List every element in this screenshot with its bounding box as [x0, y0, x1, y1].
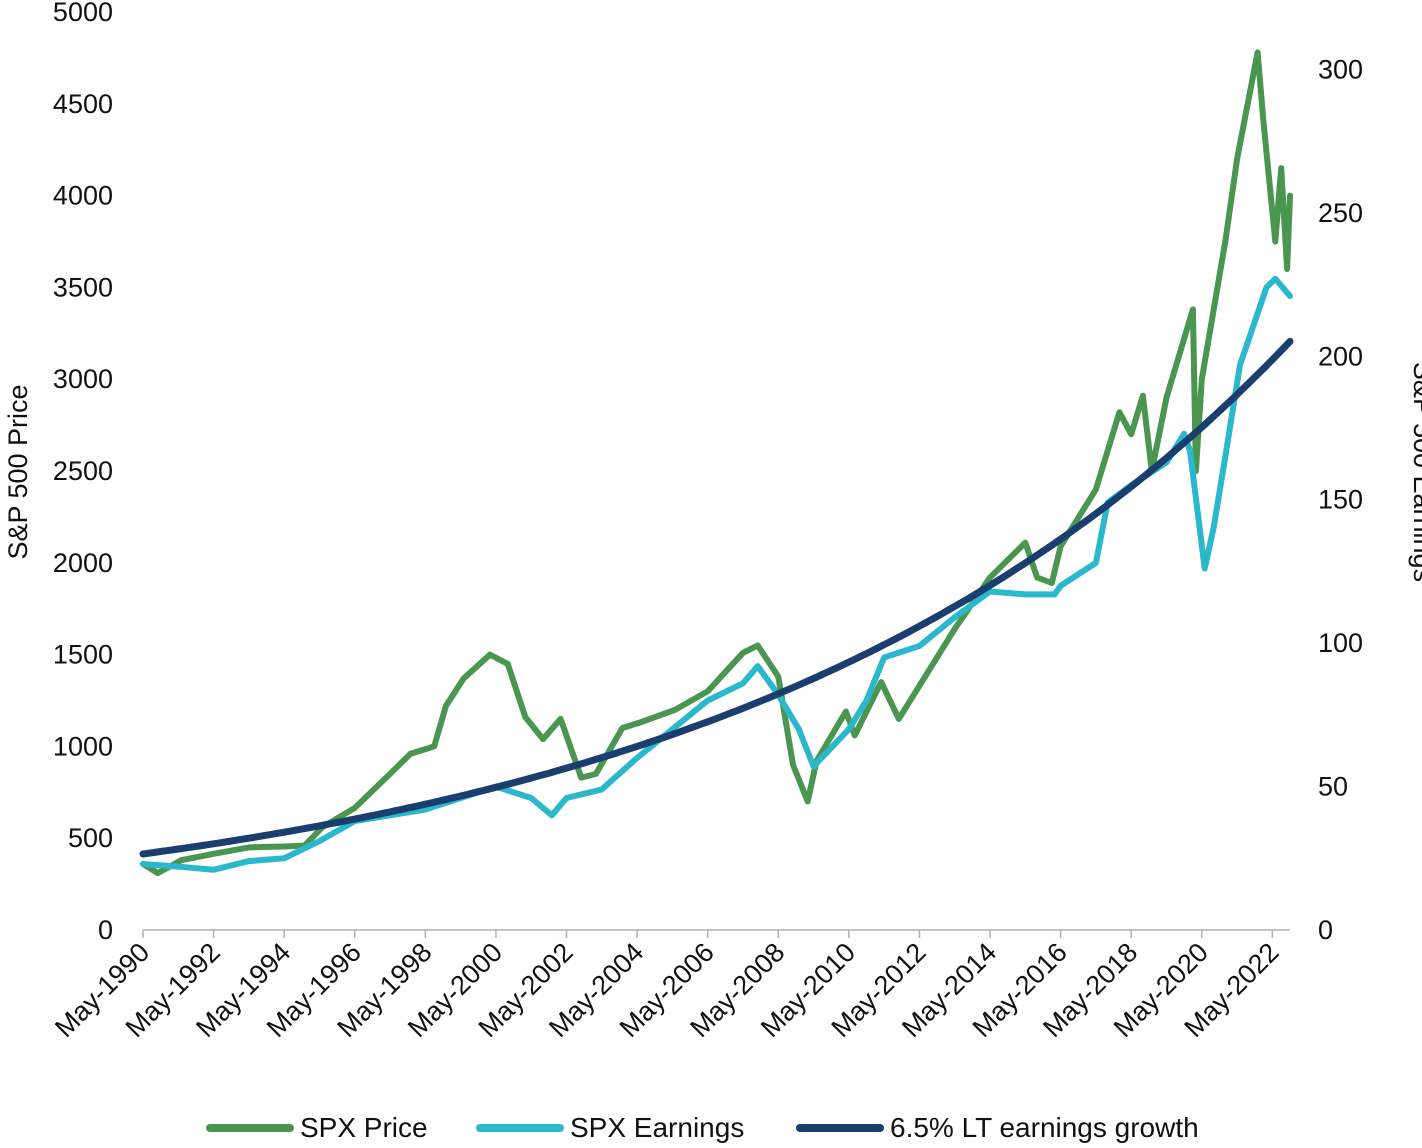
y-left-tick-label: 0 — [98, 915, 113, 945]
y-left-tick-label: 4000 — [53, 181, 113, 211]
y-right-tick-label: 0 — [1318, 915, 1333, 945]
y-right-tick-label: 150 — [1318, 485, 1363, 515]
y-left-tick-label: 2000 — [53, 548, 113, 578]
y-left-tick-label: 4500 — [53, 89, 113, 119]
y-left-tick-label: 1500 — [53, 640, 113, 670]
y-right-tick-label: 50 — [1318, 772, 1348, 802]
legend-label-spx-price: SPX Price — [300, 1112, 428, 1143]
y-left-tick-label: 3000 — [53, 364, 113, 394]
legend-item-spx-price: SPX Price — [206, 1108, 428, 1148]
y-left-tick-label: 2500 — [53, 456, 113, 486]
series-line-spx-price — [140, 49, 1293, 877]
series-lines — [139, 49, 1294, 877]
y-axis-left-title: S&P 500 Price — [3, 384, 33, 559]
y-right-tick-label: 200 — [1318, 341, 1363, 371]
legend-item-lt-growth: 6.5% LT earnings growth — [796, 1108, 1199, 1148]
y-left-tick-label: 5000 — [53, 0, 113, 27]
series-line-spx-earnings — [140, 275, 1293, 873]
axes: 0500100015002000250030003500400045005000… — [49, 0, 1363, 1043]
y-axis-right-title: S&P 500 Earnings — [1408, 362, 1422, 582]
y-left-tick-label: 500 — [68, 823, 113, 853]
legend-swatch-lt-growth — [796, 1124, 884, 1132]
legend-label-lt-growth: 6.5% LT earnings growth — [890, 1112, 1199, 1143]
y-right-tick-label: 250 — [1318, 198, 1363, 228]
legend-swatch-spx-price — [206, 1124, 294, 1132]
legend-item-spx-earnings: SPX Earnings — [476, 1108, 744, 1148]
y-left-tick-label: 3500 — [53, 272, 113, 302]
legend: SPX Price SPX Earnings 6.5% LT earnings … — [0, 1108, 1422, 1148]
y-left-tick-label: 1000 — [53, 731, 113, 761]
series-line-6-5-lt-earnings-growth — [139, 337, 1294, 858]
y-right-tick-label: 100 — [1318, 628, 1363, 658]
legend-label-spx-earnings: SPX Earnings — [570, 1112, 745, 1143]
legend-swatch-spx-earnings — [476, 1124, 564, 1132]
y-right-tick-label: 300 — [1318, 54, 1363, 84]
